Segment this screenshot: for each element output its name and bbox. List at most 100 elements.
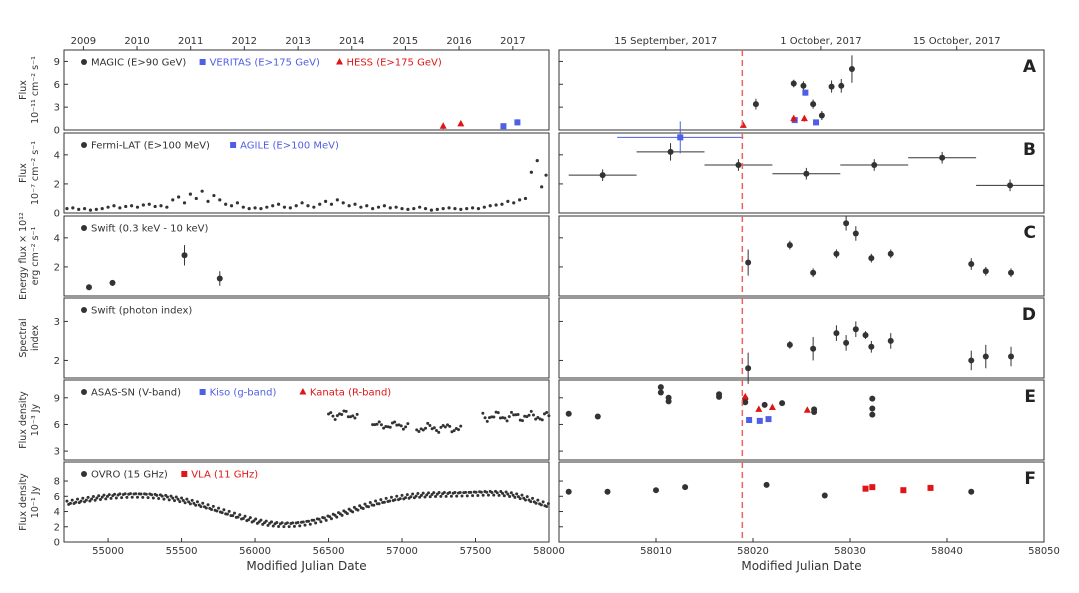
data-point	[185, 497, 189, 501]
panel-letter: B	[1023, 140, 1036, 160]
data-point	[162, 497, 166, 501]
top-tick-label: 1 October, 2017	[780, 36, 861, 47]
data-point	[653, 487, 659, 494]
data-point	[374, 499, 378, 503]
data-point	[424, 426, 428, 430]
data-point	[367, 505, 371, 509]
data-point	[201, 501, 205, 505]
data-point	[212, 193, 216, 198]
data-point	[389, 495, 393, 499]
data-point	[453, 207, 457, 211]
data-point	[409, 495, 413, 499]
data-point	[479, 490, 483, 494]
data-point	[435, 207, 439, 211]
panel-letter: D	[1022, 305, 1036, 325]
data-point	[318, 202, 322, 206]
data-point	[375, 422, 379, 426]
data-point	[288, 206, 292, 210]
data-point	[377, 420, 381, 424]
data-point	[210, 508, 214, 512]
data-point	[259, 518, 263, 522]
data-point	[292, 524, 296, 528]
data-point	[414, 494, 418, 498]
data-point	[81, 496, 85, 500]
data-point	[539, 503, 543, 507]
data-point	[752, 101, 759, 108]
data-point	[492, 415, 496, 419]
data-point	[344, 409, 348, 413]
data-point	[439, 494, 443, 498]
data-point	[312, 205, 316, 209]
data-point	[182, 201, 187, 205]
data-point	[388, 425, 392, 429]
y-axis-label: 10⁻¹¹ cm⁻² s⁻¹	[30, 56, 41, 124]
data-point	[418, 205, 422, 209]
data-point	[485, 490, 489, 494]
legend-marker	[199, 389, 206, 395]
data-point	[229, 204, 234, 208]
data-point	[425, 493, 429, 497]
data-point	[465, 207, 469, 211]
data-point	[512, 201, 516, 205]
data-point	[77, 207, 81, 211]
x-tick-label: 57500	[460, 546, 492, 557]
y-axis-label: Flux	[18, 163, 29, 183]
data-point	[745, 259, 752, 266]
data-point	[298, 524, 302, 528]
panel-letter: C	[1024, 223, 1036, 243]
data-point	[395, 423, 399, 427]
data-point	[514, 119, 521, 126]
data-point	[869, 405, 876, 412]
data-point	[324, 199, 328, 203]
data-point	[333, 417, 337, 421]
data-point	[506, 199, 510, 203]
data-point	[490, 490, 494, 494]
data-point	[513, 495, 517, 499]
legend-marker	[199, 59, 206, 65]
data-point	[155, 493, 159, 497]
data-point	[421, 491, 425, 495]
data-point	[135, 495, 139, 499]
data-point	[341, 201, 345, 205]
data-point	[529, 170, 533, 174]
legend-marker	[230, 142, 237, 148]
x-tick-label: 58050	[1028, 546, 1060, 557]
data-point	[534, 417, 538, 421]
data-point	[384, 425, 388, 429]
data-point	[437, 430, 441, 434]
data-point	[102, 493, 106, 497]
top-tick-label: 2014	[339, 36, 364, 47]
data-point	[174, 495, 178, 499]
data-point	[365, 204, 369, 208]
data-point	[294, 204, 298, 208]
data-point	[404, 425, 408, 429]
data-point	[518, 198, 522, 202]
data-point	[282, 205, 287, 209]
data-point	[280, 521, 284, 525]
data-point	[88, 499, 92, 503]
data-point	[159, 204, 163, 208]
x-tick-label: 56500	[313, 546, 345, 557]
data-point	[755, 405, 763, 412]
data-point	[74, 500, 78, 504]
data-point	[887, 250, 894, 257]
data-point	[371, 207, 375, 211]
data-point	[324, 518, 328, 522]
top-tick-label: 15 September, 2017	[614, 36, 717, 47]
data-point	[351, 510, 355, 514]
data-point	[218, 198, 222, 202]
data-point	[178, 500, 182, 504]
data-point	[869, 395, 876, 402]
data-point	[498, 416, 502, 420]
data-point	[509, 491, 513, 495]
data-point	[852, 326, 859, 333]
data-point	[423, 207, 428, 211]
data-point	[441, 207, 445, 211]
top-tick-label: 2012	[232, 36, 257, 47]
data-point	[968, 357, 975, 364]
data-point	[353, 202, 357, 206]
data-point	[406, 207, 410, 211]
legend-marker	[181, 471, 188, 477]
data-point	[130, 204, 134, 208]
data-point	[276, 202, 281, 206]
